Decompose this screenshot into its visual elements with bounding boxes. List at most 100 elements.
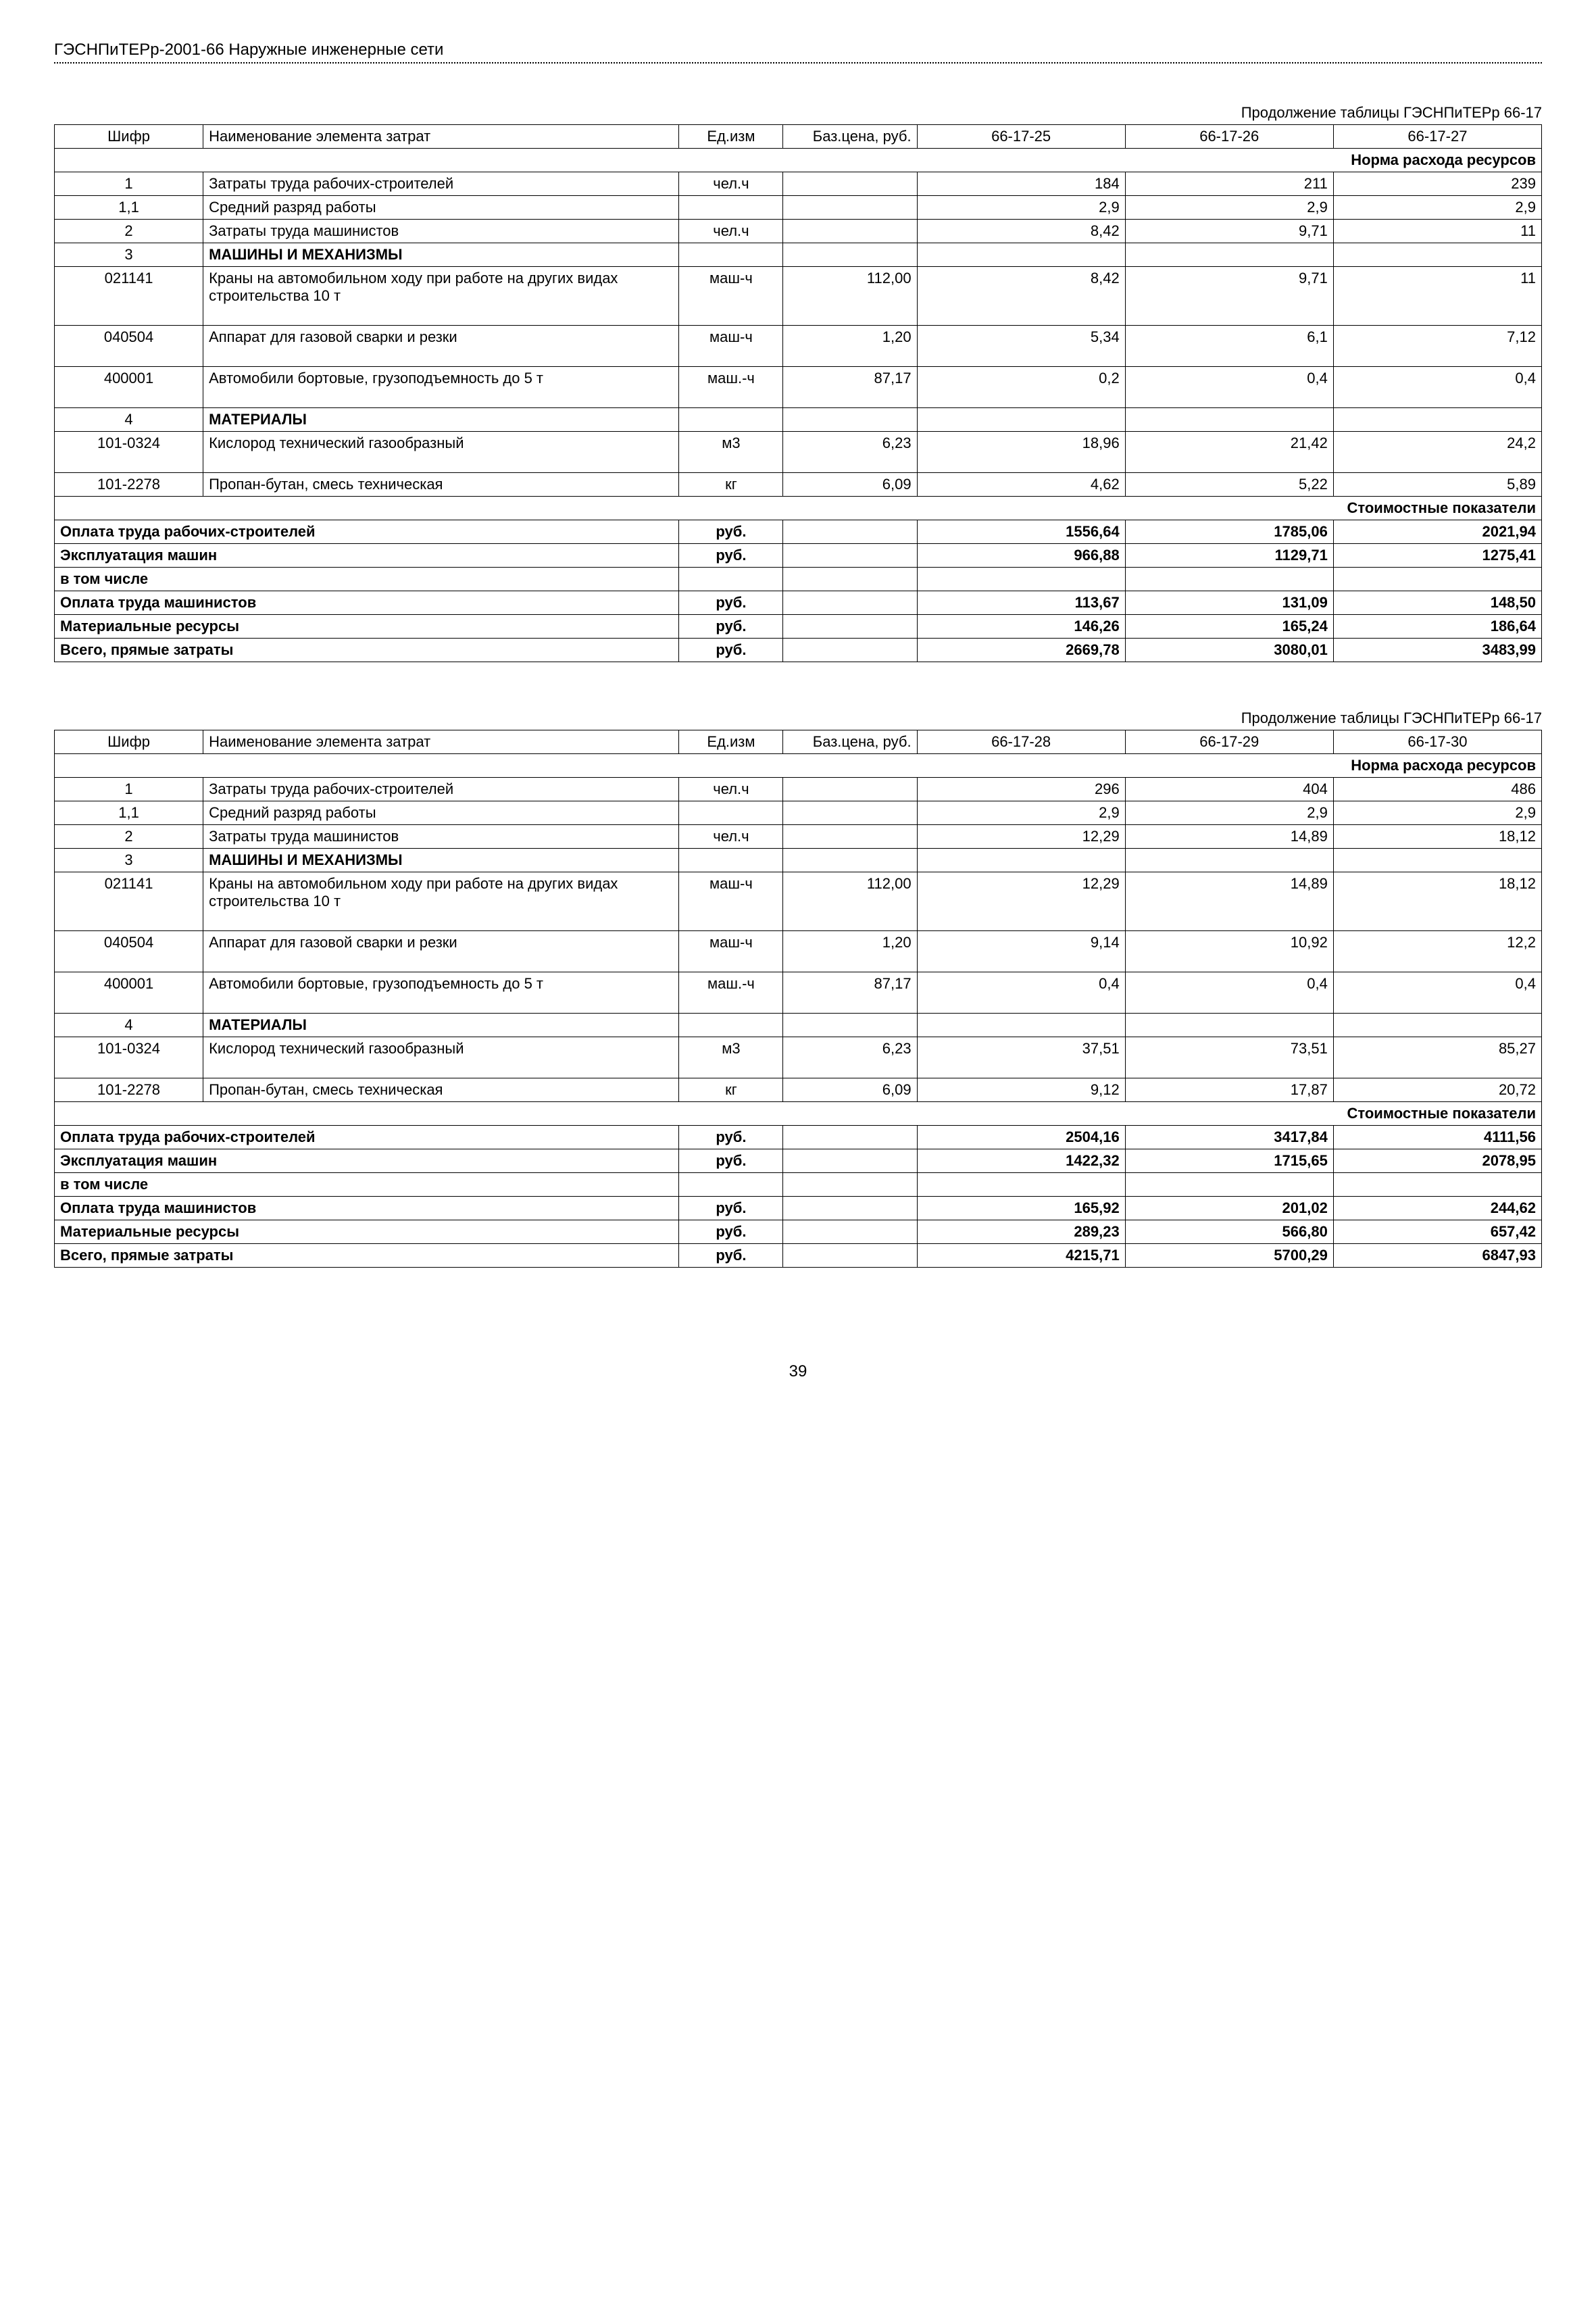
cell-unit: кг	[679, 473, 783, 497]
table-row: 040504Аппарат для газовой сварки и резки…	[55, 326, 1542, 367]
cell-price	[783, 639, 917, 662]
table-row: 4МАТЕРИАЛЫ	[55, 1014, 1542, 1037]
cell-unit	[679, 1014, 783, 1037]
cell-name: Оплата труда рабочих-строителей	[55, 1126, 679, 1149]
cell-value: 12,29	[917, 825, 1125, 849]
cell-value: 24,2	[1333, 432, 1541, 473]
table-row: в том числе	[55, 568, 1542, 591]
table-row: Всего, прямые затратыруб.2669,783080,013…	[55, 639, 1542, 662]
cell-value: 2,9	[1333, 801, 1541, 825]
cell-value: 2021,94	[1333, 520, 1541, 544]
cell-name: Материальные ресурсы	[55, 615, 679, 639]
cell-unit	[679, 849, 783, 872]
cell-value: 2,9	[917, 196, 1125, 220]
cell-value: 5,22	[1125, 473, 1333, 497]
cell-price: 1,20	[783, 931, 917, 972]
table-row: 3МАШИНЫ И МЕХАНИЗМЫ	[55, 243, 1542, 267]
cell-value: 2078,95	[1333, 1149, 1541, 1173]
table-row: Эксплуатация машинруб.1422,321715,652078…	[55, 1149, 1542, 1173]
cell-name: Краны на автомобильном ходу при работе н…	[203, 872, 679, 931]
cell-unit: руб.	[679, 1220, 783, 1244]
cell-value: 2,9	[917, 801, 1125, 825]
header-price: Баз.цена, руб.	[783, 125, 917, 149]
cell-value: 1129,71	[1125, 544, 1333, 568]
cell-code: 4	[55, 408, 203, 432]
cell-value: 1715,65	[1125, 1149, 1333, 1173]
cell-unit: чел.ч	[679, 220, 783, 243]
cell-value: 7,12	[1333, 326, 1541, 367]
cell-value: 5,34	[917, 326, 1125, 367]
cell-name: Пропан-бутан, смесь техническая	[203, 1078, 679, 1102]
header-unit: Ед.изм	[679, 125, 783, 149]
cell-name: Аппарат для газовой сварки и резки	[203, 931, 679, 972]
cell-unit	[679, 1173, 783, 1197]
tables-container: Продолжение таблицы ГЭСНПиТЕРр 66-17Шифр…	[54, 104, 1542, 1295]
cell-name: Пропан-бутан, смесь техническая	[203, 473, 679, 497]
cell-price: 1,20	[783, 326, 917, 367]
cell-value: 5700,29	[1125, 1244, 1333, 1268]
cell-value: 186,64	[1333, 615, 1541, 639]
cell-value: 3417,84	[1125, 1126, 1333, 1149]
cell-code: 101-2278	[55, 1078, 203, 1102]
cell-name: МАШИНЫ И МЕХАНИЗМЫ	[203, 849, 679, 872]
cell-name: Автомобили бортовые, грузоподъемность до…	[203, 972, 679, 1014]
table-row: 400001Автомобили бортовые, грузоподъемно…	[55, 972, 1542, 1014]
cell-value: 2,9	[1125, 801, 1333, 825]
header-code: Шифр	[55, 730, 203, 754]
cell-value: 131,09	[1125, 591, 1333, 615]
table-row: 101-0324Кислород технический газообразны…	[55, 1037, 1542, 1078]
cell-value	[917, 1014, 1125, 1037]
cell-price	[783, 196, 917, 220]
table-row: 2Затраты труда машинистовчел.ч8,429,7111	[55, 220, 1542, 243]
cell-unit	[679, 243, 783, 267]
cell-value: 2,9	[1125, 196, 1333, 220]
cell-price	[783, 220, 917, 243]
cell-unit: руб.	[679, 1126, 783, 1149]
cell-value: 201,02	[1125, 1197, 1333, 1220]
cell-unit: руб.	[679, 615, 783, 639]
cell-value: 1785,06	[1125, 520, 1333, 544]
cell-value: 18,12	[1333, 872, 1541, 931]
cell-price: 6,23	[783, 1037, 917, 1078]
cell-value: 18,96	[917, 432, 1125, 473]
cell-name: МАТЕРИАЛЫ	[203, 408, 679, 432]
cell-value: 10,92	[1125, 931, 1333, 972]
cell-value: 9,71	[1125, 220, 1333, 243]
cell-unit: руб.	[679, 544, 783, 568]
cell-value: 1556,64	[917, 520, 1125, 544]
cell-price	[783, 778, 917, 801]
cell-value: 85,27	[1333, 1037, 1541, 1078]
table-row: Оплата труда машинистовруб.165,92201,022…	[55, 1197, 1542, 1220]
cell-code: 2	[55, 825, 203, 849]
cell-name: Эксплуатация машин	[55, 1149, 679, 1173]
cell-price	[783, 1173, 917, 1197]
cell-value: 21,42	[1125, 432, 1333, 473]
cell-price: 112,00	[783, 267, 917, 326]
cell-code: 400001	[55, 972, 203, 1014]
table-row: 1,1Средний разряд работы2,92,92,9	[55, 196, 1542, 220]
cell-value: 12,29	[917, 872, 1125, 931]
cell-value	[1125, 568, 1333, 591]
cell-value: 966,88	[917, 544, 1125, 568]
page-header: ГЭСНПиТЕРр-2001-66 Наружные инженерные с…	[54, 41, 1542, 64]
cell-code: 2	[55, 220, 203, 243]
cell-code: 400001	[55, 367, 203, 408]
cell-code: 021141	[55, 872, 203, 931]
cell-name: Средний разряд работы	[203, 196, 679, 220]
cell-value: 4,62	[917, 473, 1125, 497]
cell-unit: м3	[679, 432, 783, 473]
cell-price: 87,17	[783, 972, 917, 1014]
cell-value	[1125, 849, 1333, 872]
cell-price: 112,00	[783, 872, 917, 931]
table-row: 1Затраты труда рабочих-строителейчел.ч18…	[55, 172, 1542, 196]
cell-value: 3080,01	[1125, 639, 1333, 662]
table-row: 400001Автомобили бортовые, грузоподъемно…	[55, 367, 1542, 408]
cell-name: МАШИНЫ И МЕХАНИЗМЫ	[203, 243, 679, 267]
cell-value: 4215,71	[917, 1244, 1125, 1268]
cell-value: 11	[1333, 220, 1541, 243]
cell-unit: руб.	[679, 639, 783, 662]
header-code: Шифр	[55, 125, 203, 149]
table-row: 101-2278Пропан-бутан, смесь техническаяк…	[55, 1078, 1542, 1102]
cell-unit: маш-ч	[679, 872, 783, 931]
header-name: Наименование элемента затрат	[203, 125, 679, 149]
